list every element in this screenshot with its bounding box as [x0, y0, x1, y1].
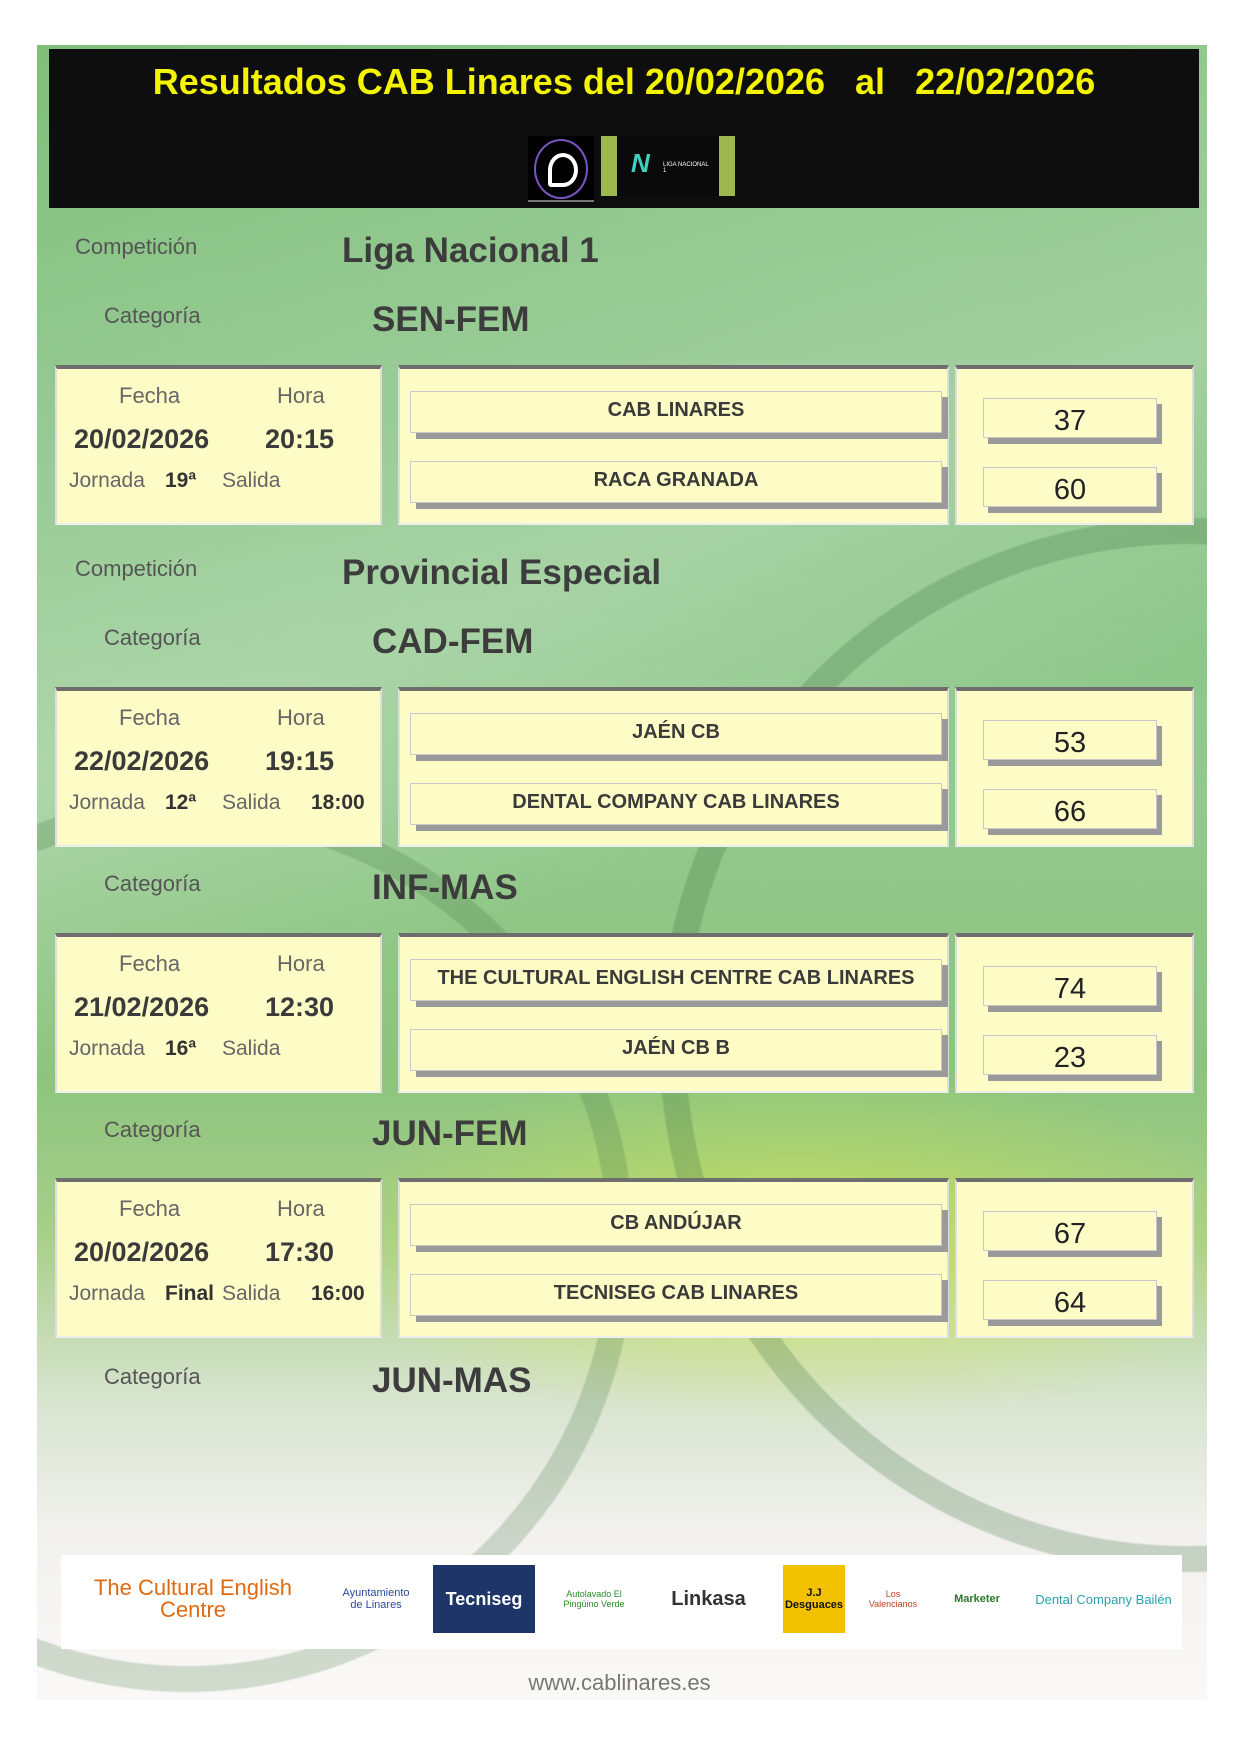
match-info-box: Fecha Hora 21/02/2026 12:30 Jornada 16ª … — [55, 933, 382, 1093]
category-label: Categoría — [104, 871, 201, 896]
date-label: Fecha — [119, 705, 181, 730]
competition-name: Liga Nacional 1 — [342, 231, 599, 270]
away-score: 64 — [983, 1280, 1157, 1320]
sponsor-logo: The Cultural English Centre — [93, 1575, 293, 1622]
page-title: Resultados CAB Linares del 20/02/2026 al… — [152, 61, 1096, 102]
sponsor-logo: Linkasa — [671, 1587, 746, 1610]
teams-box: JAÉN CB DENTAL COMPANY CAB LINARES — [398, 687, 949, 847]
home-team: CB ANDÚJAR — [410, 1204, 942, 1246]
liga-nacional-1-logo: N LIGA NACIONAL 1 — [601, 136, 735, 196]
away-team: RACA GRANADA — [410, 461, 942, 503]
header-banner: Resultados CAB Linares del 20/02/2026 al… — [49, 49, 1199, 208]
teams-box: CAB LINARES RACA GRANADA — [398, 365, 949, 525]
away-team: JAÉN CB B — [410, 1029, 942, 1071]
jornada-label: Jornada — [69, 1037, 145, 1060]
federation-logo — [528, 136, 594, 202]
category-label: Categoría — [104, 625, 201, 650]
match-date: 22/02/2026 — [74, 746, 210, 776]
home-score: 67 — [983, 1211, 1157, 1251]
date-label: Fecha — [119, 383, 181, 408]
away-score: 60 — [983, 467, 1157, 507]
time-label: Hora — [277, 705, 325, 730]
competition-label: Competición — [75, 234, 198, 259]
category-label: Categoría — [104, 303, 201, 328]
sponsor-logo: Los Valencianos — [868, 1589, 918, 1609]
sponsor-logo: J.J Desguaces — [783, 1565, 845, 1633]
match-time: 12:30 — [265, 992, 335, 1022]
category-label: Categoría — [104, 1117, 201, 1142]
scores-box: 53 66 — [955, 687, 1194, 847]
time-label: Hora — [277, 1196, 325, 1221]
teams-box: CB ANDÚJAR TECNISEG CAB LINARES — [398, 1178, 949, 1338]
jornada-value: Final — [165, 1282, 215, 1305]
salida-time: 16:00 — [311, 1282, 365, 1305]
green-background — [37, 45, 1207, 1700]
home-team: CAB LINARES — [410, 391, 942, 433]
salida-time: 18:00 — [311, 791, 365, 814]
teams-box: THE CULTURAL ENGLISH CENTRE CAB LINARES … — [398, 933, 949, 1093]
home-score: 74 — [983, 966, 1157, 1006]
home-score: 37 — [983, 398, 1157, 438]
date-label: Fecha — [119, 1196, 181, 1221]
jornada-label: Jornada — [69, 1282, 145, 1305]
scores-box: 74 23 — [955, 933, 1194, 1093]
category-name: CAD-FEM — [372, 622, 534, 661]
home-score: 53 — [983, 720, 1157, 760]
salida-label: Salida — [222, 469, 281, 492]
salida-label: Salida — [222, 791, 281, 814]
salida-label: Salida — [222, 1037, 281, 1060]
sponsor-logo: Autolavado El Pingüino Verde — [563, 1589, 625, 1609]
match-info-box: Fecha Hora 20/02/2026 17:30 Jornada Fina… — [55, 1178, 382, 1338]
match-time: 17:30 — [265, 1237, 335, 1267]
scores-box: 67 64 — [955, 1178, 1194, 1338]
match-info-box: Fecha Hora 20/02/2026 20:15 Jornada 19ª … — [55, 365, 382, 525]
time-label: Hora — [277, 383, 325, 408]
match-info-box: Fecha Hora 22/02/2026 19:15 Jornada 12ª … — [55, 687, 382, 847]
jornada-label: Jornada — [69, 469, 145, 492]
jornada-label: Jornada — [69, 791, 145, 814]
sponsor-logo: Dental Company Bailén — [1035, 1591, 1172, 1607]
jornada-value: 12ª — [165, 791, 197, 814]
sponsor-logo: Tecniseg — [433, 1565, 535, 1633]
competition-label: Competición — [75, 556, 198, 581]
salida-label: Salida — [222, 1282, 281, 1305]
away-score: 23 — [983, 1035, 1157, 1075]
time-label: Hora — [277, 951, 325, 976]
home-team: JAÉN CB — [410, 713, 942, 755]
match-time: 19:15 — [265, 746, 335, 776]
away-team: TECNISEG CAB LINARES — [410, 1274, 942, 1316]
website-link[interactable]: www.cablinares.es — [528, 1670, 711, 1695]
away-team: DENTAL COMPANY CAB LINARES — [410, 783, 942, 825]
category-name: SEN-FEM — [372, 300, 530, 339]
category-name: JUN-FEM — [372, 1114, 528, 1153]
match-time: 20:15 — [265, 424, 335, 454]
home-team: THE CULTURAL ENGLISH CENTRE CAB LINARES — [410, 959, 942, 1001]
away-score: 66 — [983, 789, 1157, 829]
category-name: INF-MAS — [372, 868, 518, 907]
match-date: 21/02/2026 — [74, 992, 210, 1022]
competition-name: Provincial Especial — [342, 553, 662, 592]
category-name: JUN-MAS — [372, 1361, 532, 1400]
sponsors-strip: The Cultural English Centre Ayuntamiento… — [61, 1555, 1182, 1649]
category-label: Categoría — [104, 1364, 201, 1389]
sponsor-logo: Ayuntamiento de Linares — [342, 1587, 410, 1611]
match-date: 20/02/2026 — [74, 1237, 210, 1267]
match-date: 20/02/2026 — [74, 424, 210, 454]
jornada-value: 16ª — [165, 1037, 197, 1060]
jornada-value: 19ª — [165, 469, 197, 492]
date-label: Fecha — [119, 951, 181, 976]
scores-box: 37 60 — [955, 365, 1194, 525]
sponsor-logo: Marketer — [954, 1593, 1000, 1605]
